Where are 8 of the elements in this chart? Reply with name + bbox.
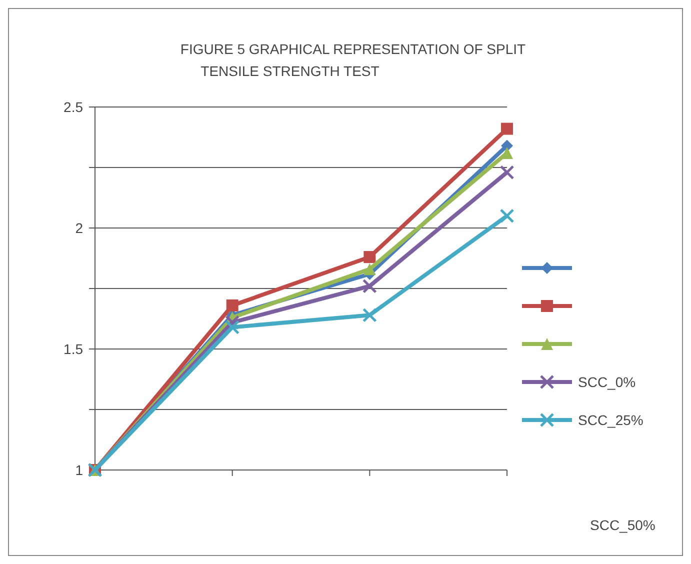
y-tick-label: 1.5: [64, 341, 84, 357]
y-tick-label: 2.5: [64, 99, 84, 115]
y-tick-label: 1: [75, 462, 84, 478]
legend-label: SCC_25%: [578, 412, 644, 428]
legend-label: SCC_0%: [578, 374, 636, 390]
y-tick-label: 2: [75, 220, 84, 236]
chart-title: FIGURE 5 GRAPHICAL REPRESENTATION OF SPLIT TENSILE STRENGTH TEST: [180, 41, 526, 79]
text: SCC_50%: [590, 517, 656, 533]
